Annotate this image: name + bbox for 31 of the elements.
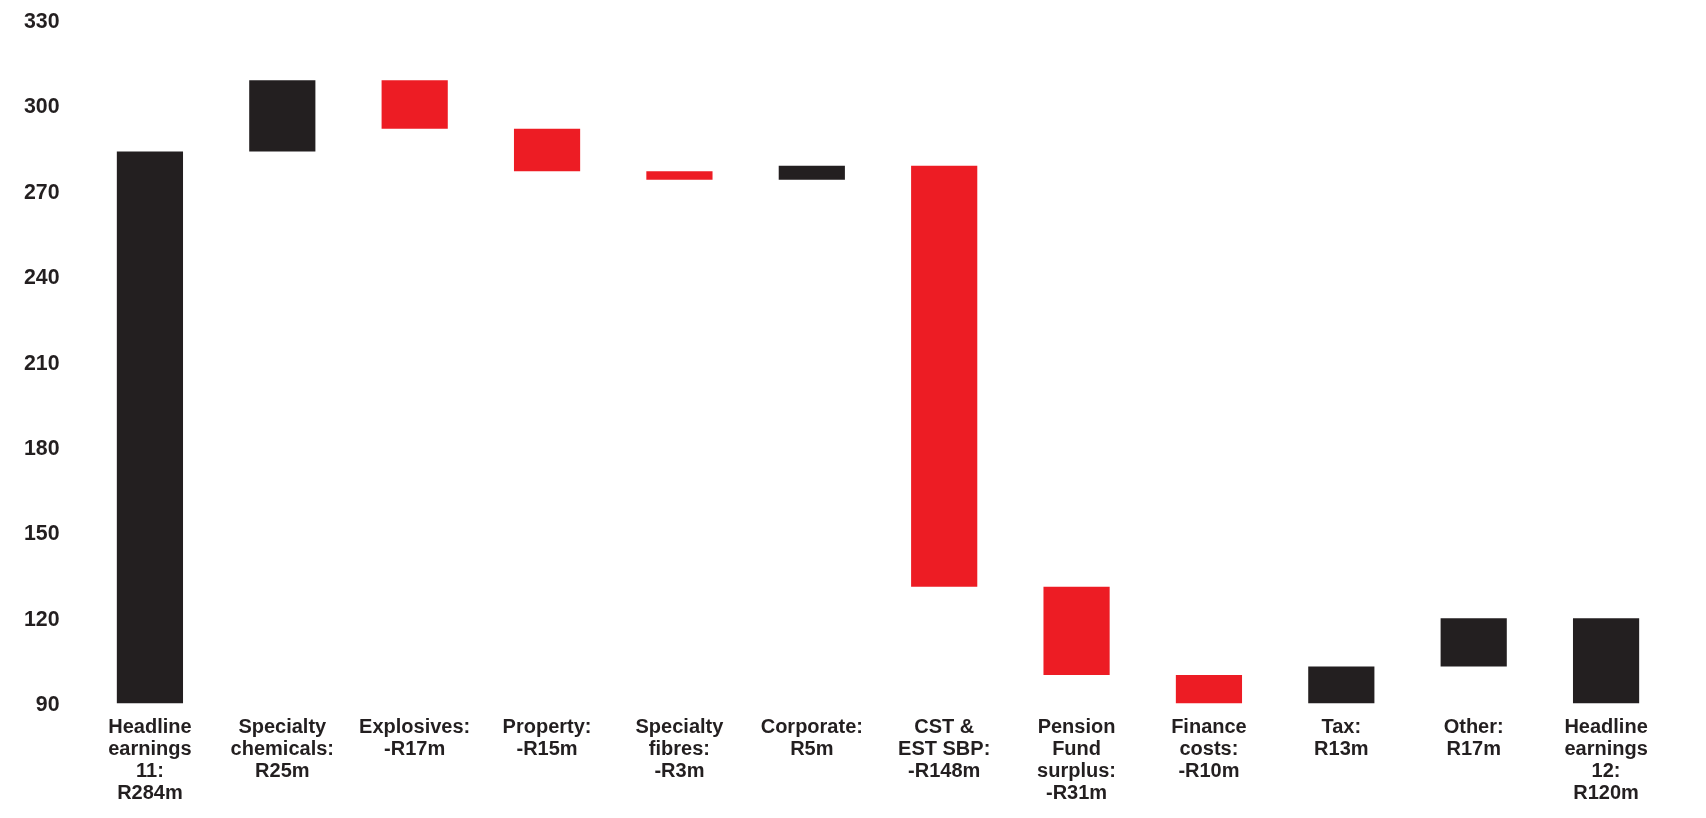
bar — [911, 165, 978, 587]
bar — [1308, 666, 1375, 704]
bar — [381, 80, 448, 129]
x-tick-label: Headline earnings 12: R120m — [1564, 714, 1648, 803]
bar — [1043, 586, 1110, 676]
y-tick-label: 120 — [23, 606, 60, 631]
bar — [249, 80, 316, 152]
bar — [513, 128, 581, 172]
y-tick-label: 180 — [23, 435, 60, 460]
y-tick-label: 210 — [23, 350, 60, 375]
bar — [1440, 618, 1507, 667]
y-tick-label: 240 — [23, 265, 60, 290]
x-tick-label: Pension Fund surplus: -R31m — [1037, 714, 1117, 803]
x-tick-label: Other: R17m — [1443, 714, 1504, 759]
y-tick-label: 150 — [23, 521, 60, 546]
y-tick-label: 270 — [23, 179, 60, 204]
x-tick-label: Explosives: -R17m — [359, 714, 471, 759]
bar — [1175, 675, 1243, 704]
bar — [778, 165, 845, 180]
x-tick-label: Corporate: R5m — [760, 714, 863, 759]
y-tick-label: 90 — [35, 692, 60, 716]
x-tick-label: Tax: R13m — [1314, 714, 1369, 759]
x-tick-label: Property: -R15m — [502, 714, 592, 759]
x-tick-label: Headline earnings 11: R284m — [108, 714, 192, 803]
y-tick-label: 330 — [23, 9, 60, 33]
y-tick-label: 300 — [23, 94, 60, 119]
x-tick-label: Finance costs: -R10m — [1171, 714, 1247, 781]
x-tick-label: Specialty fibres: -R3m — [635, 714, 725, 781]
x-tick-label: CST & EST SBP: -R148m — [898, 714, 991, 781]
bar — [646, 171, 713, 180]
x-tick-label: Specialty chemicals: R25m — [230, 714, 334, 781]
